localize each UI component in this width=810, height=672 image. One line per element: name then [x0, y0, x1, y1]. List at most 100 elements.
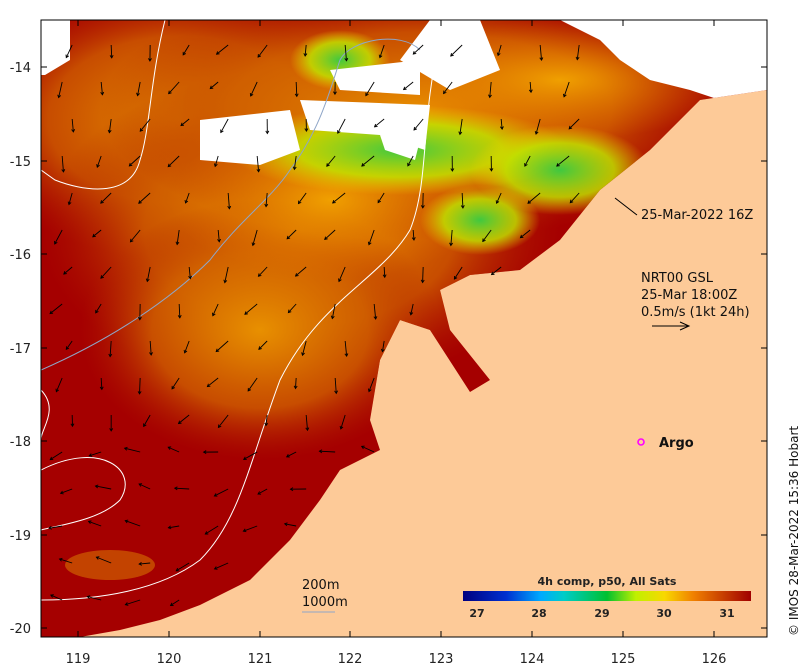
lon-tick-label: 122 [338, 652, 363, 667]
current-arrow [450, 155, 455, 172]
current-arrow [337, 118, 346, 134]
current-arrow [333, 81, 337, 96]
current-arrow [247, 377, 258, 392]
current-arrow [264, 414, 269, 427]
current-arrow [413, 118, 424, 131]
current-arrow [96, 155, 102, 168]
current-arrow [167, 525, 180, 530]
current-arrow [220, 118, 229, 134]
current-arrow [499, 118, 504, 130]
current-arrow [265, 118, 270, 135]
current-arrow [334, 377, 339, 395]
current-arrow [458, 118, 463, 136]
current-arrow [58, 557, 73, 564]
current-arrow [49, 303, 63, 315]
lon-tick-label: 125 [611, 652, 636, 667]
lat-tick-label: -20 [10, 622, 31, 637]
current-arrow [67, 192, 73, 206]
current-arrow [100, 266, 112, 279]
current-arrow [367, 377, 375, 393]
current-arrow [527, 192, 541, 204]
lon-axis: 119 120 121 122 123 124 125 126 [66, 652, 727, 667]
current-arrow [139, 118, 151, 132]
lon-tick-label: 126 [702, 652, 727, 667]
current-arrow [145, 266, 151, 283]
current-arrow [285, 451, 297, 458]
current-arrow [87, 520, 102, 527]
colorbar-tick-label: 27 [469, 607, 484, 620]
current-arrow [95, 556, 112, 564]
current-arrow [99, 377, 104, 391]
current-arrow [138, 192, 151, 204]
current-arrow [382, 266, 387, 279]
contour-1000-label: 1000m [302, 595, 348, 610]
current-arrow [100, 192, 112, 204]
colorbar-tick-label: 30 [656, 607, 672, 620]
current-arrow [496, 44, 502, 57]
argo-float-marker[interactable] [637, 438, 645, 446]
lat-tick-label: -16 [10, 248, 31, 263]
current-arrow [204, 525, 219, 535]
current-arrow [294, 266, 307, 277]
current-arrow [108, 340, 113, 358]
current-arrow [324, 229, 336, 241]
current-arrow [137, 303, 142, 321]
current-arrow [124, 599, 141, 606]
colorbar-tick-label: 29 [594, 607, 609, 620]
current-arrow [251, 229, 258, 247]
current-arrow [180, 118, 190, 127]
current-arrow [373, 118, 385, 128]
current-arrow [61, 155, 66, 173]
current-arrow [257, 488, 268, 495]
current-arrow [212, 303, 219, 317]
image-time-label: 25-Mar-2022 16Z [641, 208, 753, 223]
current-arrow [124, 519, 141, 527]
current-arrow [128, 155, 141, 167]
current-arrow [94, 484, 112, 490]
current-arrow [65, 340, 73, 351]
current-arrow [294, 81, 299, 98]
current-arrow [217, 414, 229, 429]
current-arrow [449, 229, 453, 247]
current-arrow [528, 81, 533, 94]
current-scale-label: 0.5m/s (1kt 24h) [641, 305, 750, 320]
lat-tick-label: -17 [10, 342, 31, 357]
current-arrow [380, 340, 385, 353]
current-arrow [305, 414, 310, 432]
current-arrow [283, 522, 297, 527]
current-arrow [495, 192, 502, 205]
current-arrow [148, 44, 152, 62]
current-arrow [107, 118, 112, 134]
current-arrow [257, 266, 268, 277]
current-arrow [167, 446, 180, 453]
current-arrow [217, 229, 221, 243]
current-arrow [443, 81, 453, 95]
current-arrow [136, 81, 141, 97]
current-arrow [55, 377, 63, 393]
colorbar-tick-label: 28 [531, 607, 546, 620]
current-arrow [330, 303, 336, 320]
current-arrow [95, 303, 102, 314]
contour-200-label: 200m [302, 578, 339, 593]
current-arrow [215, 44, 229, 55]
lon-tick-label: 123 [429, 652, 454, 667]
current-arrow [242, 525, 258, 533]
current-arrow [539, 44, 544, 61]
current-arrow [361, 155, 375, 167]
current-vectors [48, 44, 580, 606]
credit-label: © IMOS 28-Mar-2022 15:36 Hobart [787, 426, 801, 636]
current-arrow [244, 303, 258, 315]
current-arrow [344, 340, 349, 358]
current-arrow [213, 488, 229, 497]
current-arrow [556, 155, 570, 167]
current-arrow [373, 303, 378, 320]
current-arrow [149, 340, 153, 356]
current-arrow [524, 155, 531, 167]
current-arrow [215, 340, 229, 353]
current-arrow [490, 266, 502, 276]
current-arrow [301, 340, 307, 357]
current-arrow [138, 483, 151, 490]
current-arrow [175, 229, 180, 246]
colorbar-title: 4h comp, p50, All Sats [538, 575, 677, 588]
